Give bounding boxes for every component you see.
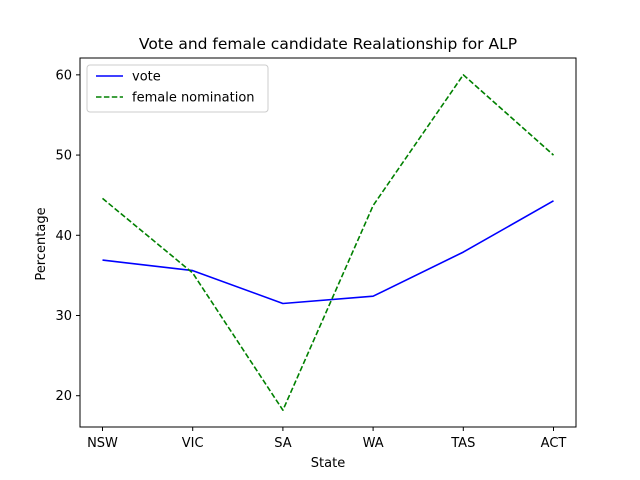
y-tick-label: 50: [55, 149, 72, 164]
x-tick-label: ACT: [541, 436, 567, 451]
x-tick-label: NSW: [87, 436, 118, 451]
legend-box: [86, 64, 269, 113]
series-line-2: [101, 74, 555, 412]
y-axis: 20 30 40 50 60: [55, 68, 80, 404]
legend-label-2: female nomination: [132, 91, 255, 106]
legend-label-1: vote: [132, 70, 161, 85]
legend: vote female nomination: [86, 64, 269, 113]
series-line-1: [102, 200, 554, 305]
y-tick-label: 60: [55, 68, 72, 83]
plot-area: [79, 57, 577, 428]
y-tick-label: 40: [55, 229, 72, 244]
x-axis: NSW VIC SA WA TAS ACT: [87, 427, 566, 451]
x-axis-label: State: [311, 456, 345, 471]
y-axis-label: Percentage: [34, 207, 49, 280]
plot-frame: [79, 57, 577, 428]
chart-title: Vote and female candidate Realationship …: [139, 35, 517, 53]
x-tick-label: TAS: [450, 436, 475, 451]
x-tick-label: WA: [363, 436, 384, 451]
x-tick-label: SA: [274, 436, 291, 451]
y-tick-label: 20: [55, 389, 72, 404]
x-tick-label: VIC: [182, 436, 204, 451]
y-tick-label: 30: [55, 309, 72, 324]
